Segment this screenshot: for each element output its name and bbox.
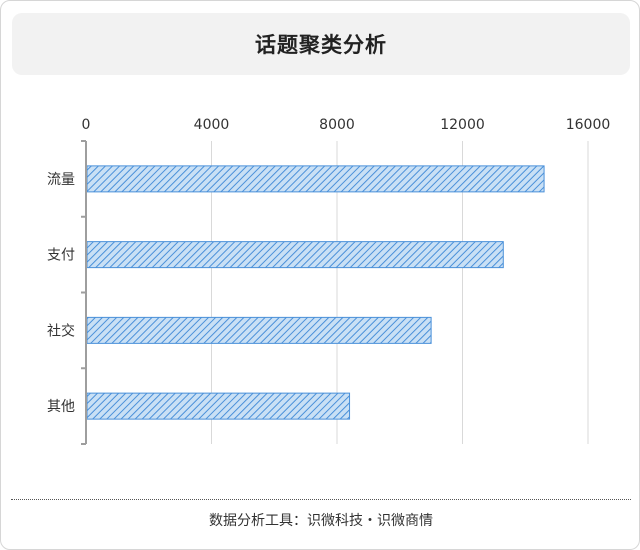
bar xyxy=(86,241,504,269)
x-axis-ticks: 0 4000 8000 12000 16000 xyxy=(82,117,611,133)
x-tick-label: 0 xyxy=(82,117,91,133)
x-tick-label: 16000 xyxy=(566,117,611,133)
bar xyxy=(86,392,351,420)
x-tick-label: 8000 xyxy=(319,117,355,133)
bar xyxy=(86,165,545,193)
footer-divider xyxy=(11,499,631,500)
x-tick-label: 12000 xyxy=(440,117,485,133)
y-category-label: 流量 xyxy=(47,172,75,188)
chart-title: 话题聚类分析 xyxy=(255,33,387,57)
bar xyxy=(86,316,432,344)
x-tick-label: 4000 xyxy=(194,117,230,133)
y-category-label: 支付 xyxy=(47,248,75,264)
y-category-label: 其他 xyxy=(47,399,75,415)
bars xyxy=(86,165,545,420)
footer-source: 数据分析工具：识微科技・识微商情 xyxy=(209,513,433,529)
chart-title-box: 话题聚类分析 xyxy=(12,13,630,75)
y-category-label: 社交 xyxy=(47,322,75,339)
y-axis xyxy=(81,140,87,445)
